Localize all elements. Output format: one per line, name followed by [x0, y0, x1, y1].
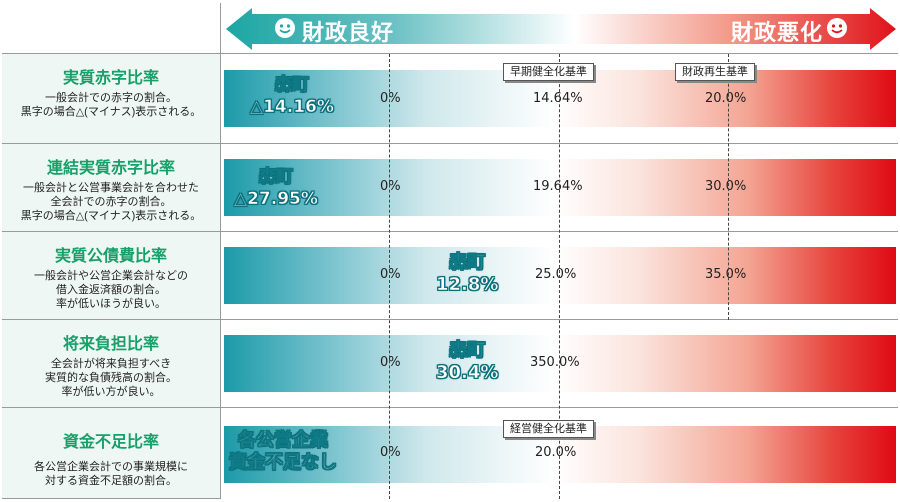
- row-description: 一般会計での赤字の割合。 黒字の場合△(マイナス)表示される。: [20, 92, 202, 118]
- fiscal-direction-arrow: [226, 8, 896, 50]
- header-blank-cell: [2, 3, 221, 54]
- ratio-gradient-bar: [224, 247, 896, 304]
- early-standard-value: 25.0%: [535, 267, 577, 282]
- row-label-fund-shortage: 資金不足比率 各公営企業会計での事業規模に 対する資金不足額の割合。: [2, 408, 221, 499]
- rebuild-standard-label: 財政再生基準: [675, 63, 755, 81]
- row-title: 将来負担比率: [62, 334, 159, 353]
- town-value-marker: 各公営企業 資金不足なし: [229, 430, 338, 474]
- rebuild-standard-value: 30.0%: [705, 179, 747, 194]
- row-description: 全会計が将来負担すべき 実質的な負債残高の割合。 率が低い方が良い。: [45, 358, 177, 398]
- rebuild-standard-value: 35.0%: [705, 267, 747, 282]
- row-description: 一般会計や公営企業会計などの 借入金返済額の割合。 率が低いほうが良い。: [34, 270, 188, 310]
- zero-guide-line: [389, 54, 390, 499]
- ratio-gradient-bar: [224, 335, 896, 392]
- zero-value: 0%: [380, 179, 401, 194]
- row-label-real-deficit: 実質赤字比率 一般会計での赤字の割合。 黒字の場合△(マイナス)表示される。: [2, 54, 221, 144]
- row-description: 各公営企業会計での事業規模に 対する資金不足額の割合。: [34, 461, 188, 487]
- zero-value: 0%: [380, 445, 401, 460]
- row-title: 実質公債費比率: [54, 246, 167, 265]
- zero-value: 0%: [380, 91, 401, 106]
- early-standard-label: 早期健全化基準: [503, 63, 594, 81]
- town-value-marker: 森町 △27.95%: [234, 167, 318, 210]
- smile-face-icon: [275, 18, 295, 38]
- town-value-marker: 森町 △14.16%: [250, 75, 334, 118]
- row-title: 実質赤字比率: [62, 68, 159, 87]
- fiscal-good-label: 財政良好: [302, 21, 395, 46]
- row-label-consolidated-deficit: 連結実質赤字比率 一般会計と公営事業会計を合わせた 全会計での赤字の割合。 黒字…: [2, 144, 221, 232]
- town-value-marker: 森町 12.8%: [436, 252, 499, 296]
- town-value-marker: 森町 30.4%: [436, 340, 499, 384]
- row-label-debt-service: 実質公債費比率 一般会計や公営企業会計などの 借入金返済額の割合。 率が低いほう…: [2, 232, 221, 320]
- management-standard-value: 20.0%: [535, 445, 577, 460]
- early-standard-value: 19.64%: [533, 179, 583, 194]
- zero-value: 0%: [380, 355, 401, 370]
- rebuild-standard-value: 20.0%: [705, 91, 747, 106]
- row-label-future-burden: 将来負担比率 全会計が将来負担すべき 実質的な負債残高の割合。 率が低い方が良い…: [2, 320, 221, 408]
- management-standard-label: 経営健全化基準: [503, 420, 594, 438]
- early-standard-value: 14.64%: [533, 91, 583, 106]
- row-title: 資金不足比率: [62, 432, 159, 451]
- smile-face-icon: [827, 18, 847, 38]
- ratio-gradient-bar: [224, 159, 896, 216]
- row-title: 連結実質赤字比率: [46, 158, 175, 177]
- rebuild-standard-guide-line: [728, 54, 729, 320]
- early-standard-value: 350.0%: [530, 355, 580, 370]
- zero-value: 0%: [380, 267, 401, 282]
- early-standard-guide-line: [559, 54, 560, 499]
- row-description: 一般会計と公営事業会計を合わせた 全会計での赤字の割合。 黒字の場合△(マイナス…: [20, 182, 202, 222]
- fiscal-bad-label: 財政悪化: [731, 21, 824, 46]
